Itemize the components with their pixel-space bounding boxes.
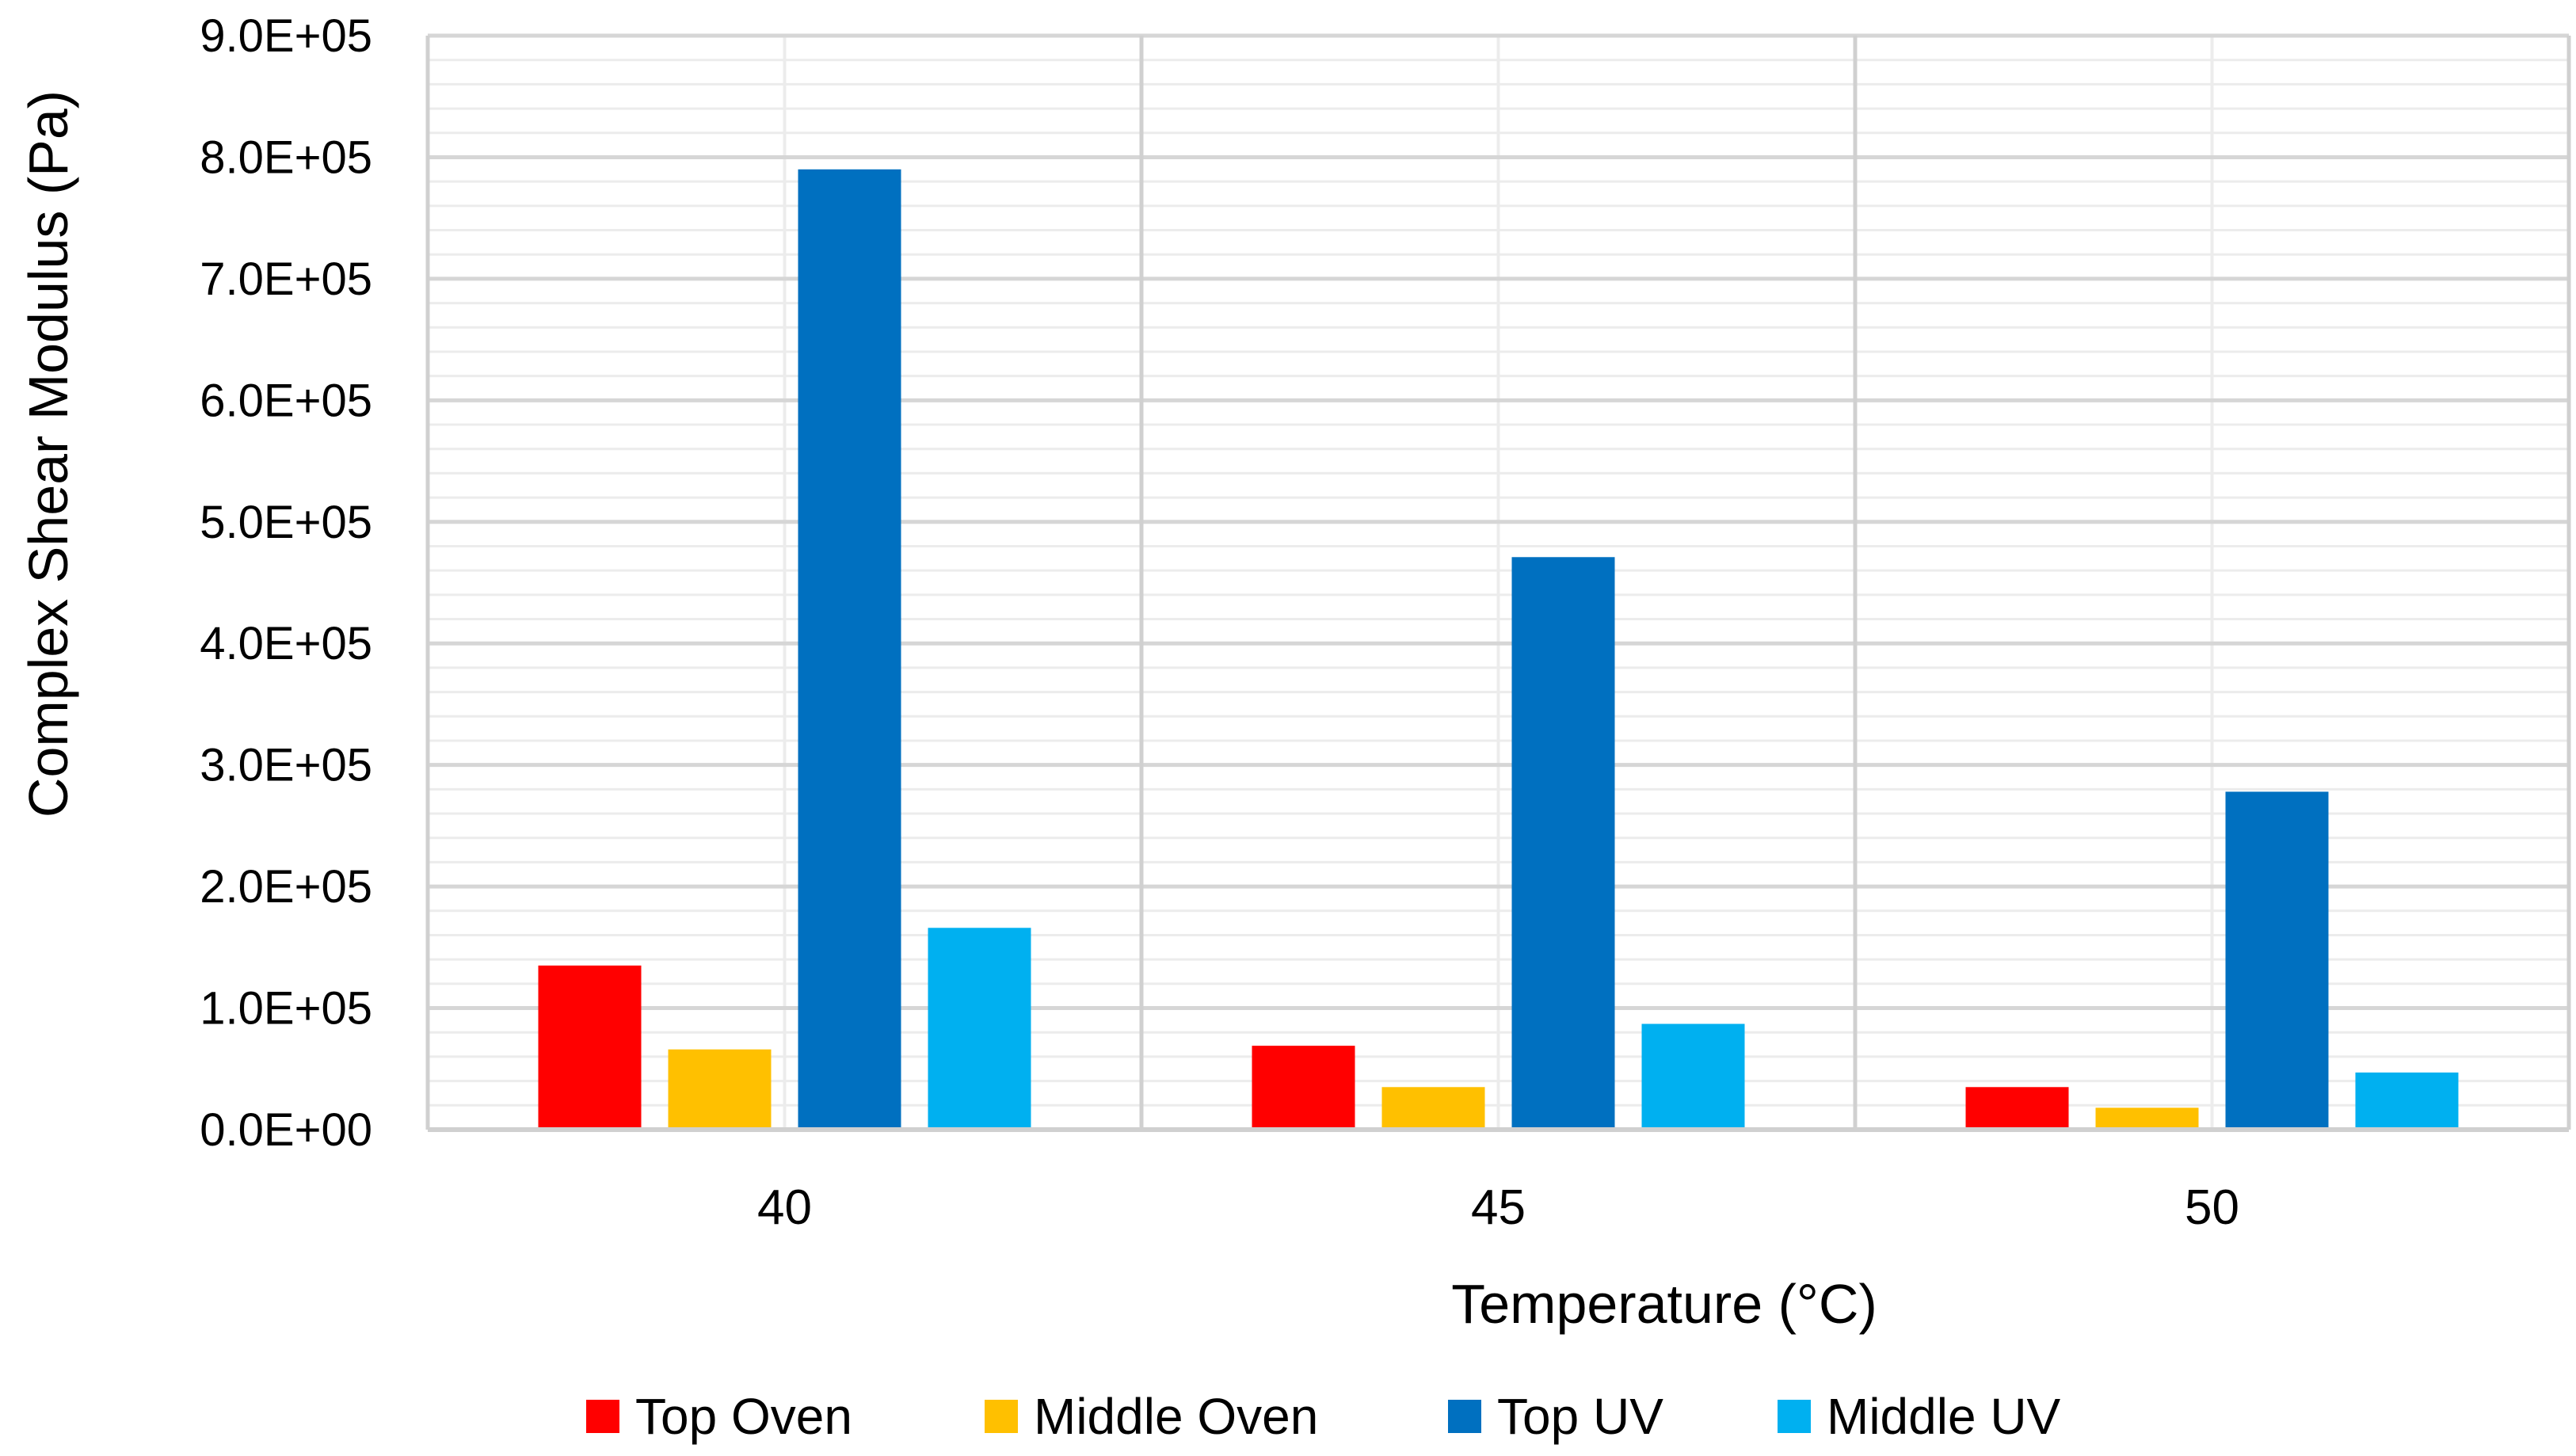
bar-top-oven-50 [1965,1087,2069,1130]
x-tick-label: 50 [2185,1180,2239,1235]
y-axis-title: Complex Shear Modulus (Pa) [17,90,79,818]
legend-swatch-middle-uv [1778,1400,1811,1433]
bar-middle-oven-40 [668,1049,772,1130]
bar-top-oven-45 [1252,1046,1355,1130]
bar-middle-oven-50 [2095,1107,2199,1130]
legend-label: Top Oven [635,1388,852,1445]
legend-swatch-middle-oven [985,1400,1018,1433]
bar-top-uv-50 [2225,791,2329,1130]
y-tick-label: 6.0E+05 [200,375,372,426]
bar-top-oven-40 [538,965,642,1130]
bar-middle-uv-40 [928,928,1031,1130]
bar-top-uv-45 [1511,557,1615,1130]
legend-swatch-top-uv [1448,1400,1481,1433]
legend-label: Middle UV [1827,1388,2061,1445]
bar-middle-uv-50 [2355,1072,2459,1130]
y-tick-label: 0.0E+00 [200,1104,372,1156]
bar-middle-oven-45 [1381,1087,1485,1130]
bar-middle-uv-45 [1641,1023,1745,1130]
y-tick-label: 9.0E+05 [200,10,372,62]
y-tick-label: 8.0E+05 [200,131,372,183]
y-tick-label: 5.0E+05 [200,497,372,548]
legend: Top Oven Middle Oven Top UV Middle UV [586,1388,2061,1445]
y-tick-label: 2.0E+05 [200,861,372,913]
y-tick-label: 3.0E+05 [200,740,372,791]
y-tick-label: 7.0E+05 [200,253,372,305]
legend-label: Top UV [1497,1388,1663,1445]
legend-label: Middle Oven [1034,1388,1318,1445]
x-tick-label: 40 [757,1180,812,1235]
y-tick-label: 1.0E+05 [200,983,372,1035]
y-tick-label: 4.0E+05 [200,618,372,669]
legend-swatch-top-oven [586,1400,619,1433]
x-tick-label: 45 [1471,1180,1526,1235]
x-axis-title: Temperature (°C) [1451,1273,1877,1335]
bar-top-uv-40 [798,169,901,1130]
